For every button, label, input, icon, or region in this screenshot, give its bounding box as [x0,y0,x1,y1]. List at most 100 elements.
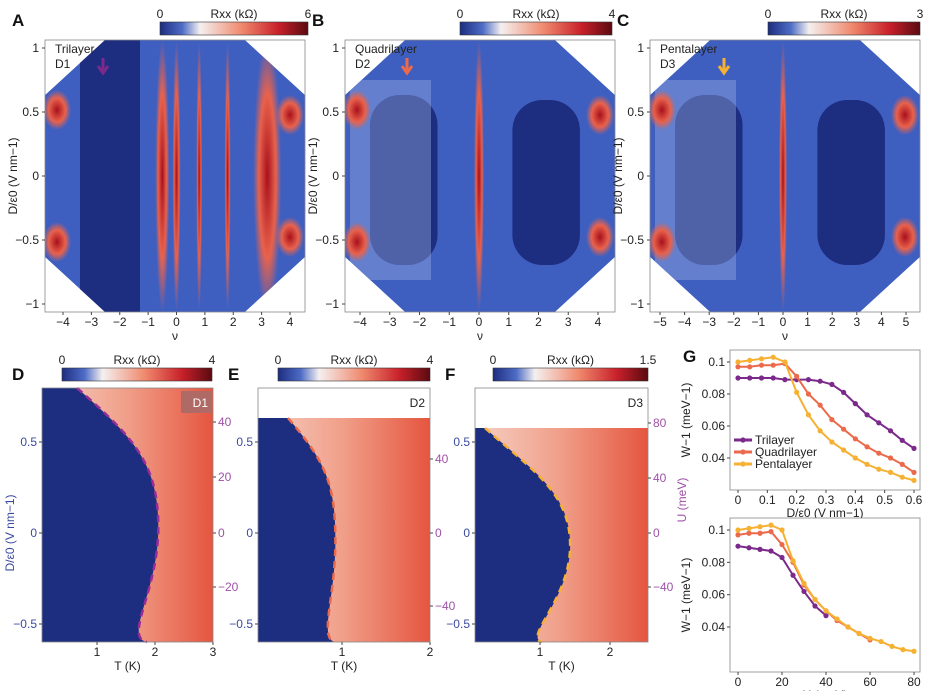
panel-F [472,387,651,645]
insulating-region [80,40,140,312]
data-point-pentalayer [911,648,917,654]
superconducting-region [42,388,159,642]
x-tick-label: 2 [829,315,836,329]
data-point-pentalayer [878,638,884,645]
data-point-quadrilayer [805,391,812,397]
data-point-pentalayer [790,558,796,564]
colorbar-title: Rxx (kΩ) [513,7,560,21]
heatmap [650,40,920,312]
data-point-quadrilayer [852,436,858,442]
resistance-stripe [779,40,787,312]
colorbar [277,367,431,382]
x-tick-label: 1 [804,315,811,329]
y-tick-label: 0.5 [20,435,37,449]
y-tick-label: 0.1 [708,355,725,369]
data-point-pentalayer [900,647,906,653]
series-line-pentalayer [737,356,915,482]
x-tick-label: 0 [780,315,787,329]
x-axis-label: T (K) [548,659,574,673]
right-tick-label: 20 [218,470,232,484]
colorbar [61,367,213,382]
data-point-pentalayer [757,524,763,530]
x-axis-label: T (K) [114,659,140,673]
data-point-pentalayer [782,359,788,365]
resistance-peak [891,95,919,135]
x-tick-label: 3 [565,315,572,329]
data-point-pentalayer [801,580,807,586]
data-point-trilayer [746,545,752,551]
panel-letter: E [228,365,239,384]
y-tick-label: −0.5 [15,233,39,247]
x-tick-label: 3 [210,645,217,659]
x-tick-label: 0 [173,315,180,329]
x-tick-label: 3 [258,315,265,329]
superconducting-region [475,428,571,642]
data-point-quadrilayer [864,444,870,450]
arrow-marker-icon [400,58,414,76]
insulating-region [675,95,743,265]
tc-dashed-line [484,427,572,644]
y-tick-label: −0.5 [315,233,339,247]
x-tick-label: 0.6 [906,493,923,507]
panel-letter: C [617,11,629,30]
data-point-pentalayer [834,616,840,622]
panel-E [255,387,433,645]
x-axis-label: ν [477,329,483,343]
panel-A [42,39,306,315]
data-point-pentalayer [845,624,851,630]
colorbar [159,21,309,36]
resistance-stripe [474,40,484,312]
data-point-trilayer [805,377,812,383]
series-line-quadrilayer [738,362,915,474]
y-tick-label: 0.5 [453,435,470,449]
data-point-quadrilayer [758,362,765,368]
y-tick-label: 0.5 [627,105,644,119]
insulating-region [512,100,580,265]
y-tick-label: 0.06 [702,588,726,602]
colorbar [459,21,613,36]
data-point-quadrilayer [887,455,894,461]
data-point-pentalayer [817,428,823,434]
resistance-stripe [196,40,203,312]
chart-G-top [727,349,921,493]
data-point-pentalayer [779,527,785,533]
colorbar-max-label: 6 [305,7,312,21]
sample-label: Trilayer [55,42,95,56]
x-tick-label: 0 [476,315,483,329]
data-point-pentalayer [812,596,818,603]
insulating-region [370,95,438,265]
resistance-peak [586,217,614,257]
data-point-pentalayer [889,643,895,650]
x-tick-label: 0 [735,675,742,689]
data-point-pentalayer [864,461,870,467]
x-tick-label: 2 [152,645,159,659]
superconducting-region [258,418,336,642]
data-point-trilayer [841,389,847,395]
data-point-trilayer [817,378,823,384]
data-point-trilayer [790,572,796,578]
x-tick-label: 2 [535,315,542,329]
data-point-trilayer [770,375,776,381]
resistance-peak [345,90,371,130]
colorbar-min-label: 0 [490,353,497,367]
x-tick-label: 4 [287,315,294,329]
data-point-pentalayer [823,608,829,614]
x-tick-label: 1 [339,645,346,659]
colorbar-min-label: 0 [457,7,464,21]
legend-marker [740,449,746,455]
y-tick-label: 0.5 [22,105,39,119]
plot-frame [257,387,431,643]
plot-frame [729,517,921,673]
data-point-quadrilayer [747,364,753,370]
y-tick-label: 0.08 [702,555,726,569]
data-point-quadrilayer [770,362,776,368]
data-point-quadrilayer [829,417,835,423]
sample-label: Pentalayer [660,42,717,56]
colorbar-max-label: 3 [917,7,924,21]
colorbar-min-label: 0 [157,7,164,21]
colorbar-min-label: 0 [59,353,66,367]
data-point-trilayer [852,401,858,407]
heatmap [45,40,305,312]
arrow-marker-icon [96,58,110,76]
right-tick-label: 40 [218,415,232,429]
